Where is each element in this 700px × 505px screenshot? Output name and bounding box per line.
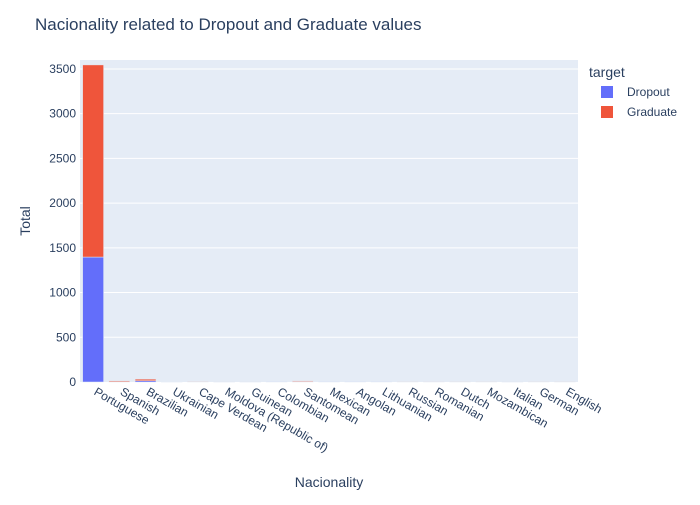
- x-axis-title: Nacionality: [295, 474, 363, 490]
- legend-label-dropout: Dropout: [627, 85, 670, 99]
- legend-title: target: [589, 64, 625, 80]
- x-tick-labels: PortugueseSpanishBrazilianUkrainianCape …: [92, 384, 605, 454]
- y-axis-title: Total: [17, 206, 33, 236]
- y-tick-label: 2500: [49, 151, 76, 165]
- legend-swatch-dropout: [601, 86, 613, 98]
- bar-graduate: [135, 379, 156, 381]
- y-tick-labels: 0 500 1000 1500 2000 2500 3000 3500: [49, 62, 76, 389]
- y-tick-label: 2000: [49, 196, 76, 210]
- bar-dropout: [83, 257, 104, 382]
- y-tick-label: 500: [56, 330, 76, 344]
- y-tick-label: 1000: [49, 286, 76, 300]
- bar-graduate: [187, 381, 208, 382]
- legend-label-graduate: Graduate: [627, 105, 677, 119]
- legend-swatch-graduate: [601, 106, 613, 118]
- y-tick-label: 3500: [49, 62, 76, 76]
- bar-graduate: [292, 381, 313, 382]
- legend: target Dropout Graduate: [589, 64, 677, 119]
- bar-graduate: [109, 381, 130, 382]
- plot-area: [80, 60, 578, 382]
- bar-graduate: [83, 65, 104, 257]
- y-tick-label: 0: [69, 375, 76, 389]
- chart-title: Nacionality related to Dropout and Gradu…: [35, 15, 422, 34]
- y-tick-label: 3000: [49, 107, 76, 121]
- y-tick-label: 1500: [49, 241, 76, 255]
